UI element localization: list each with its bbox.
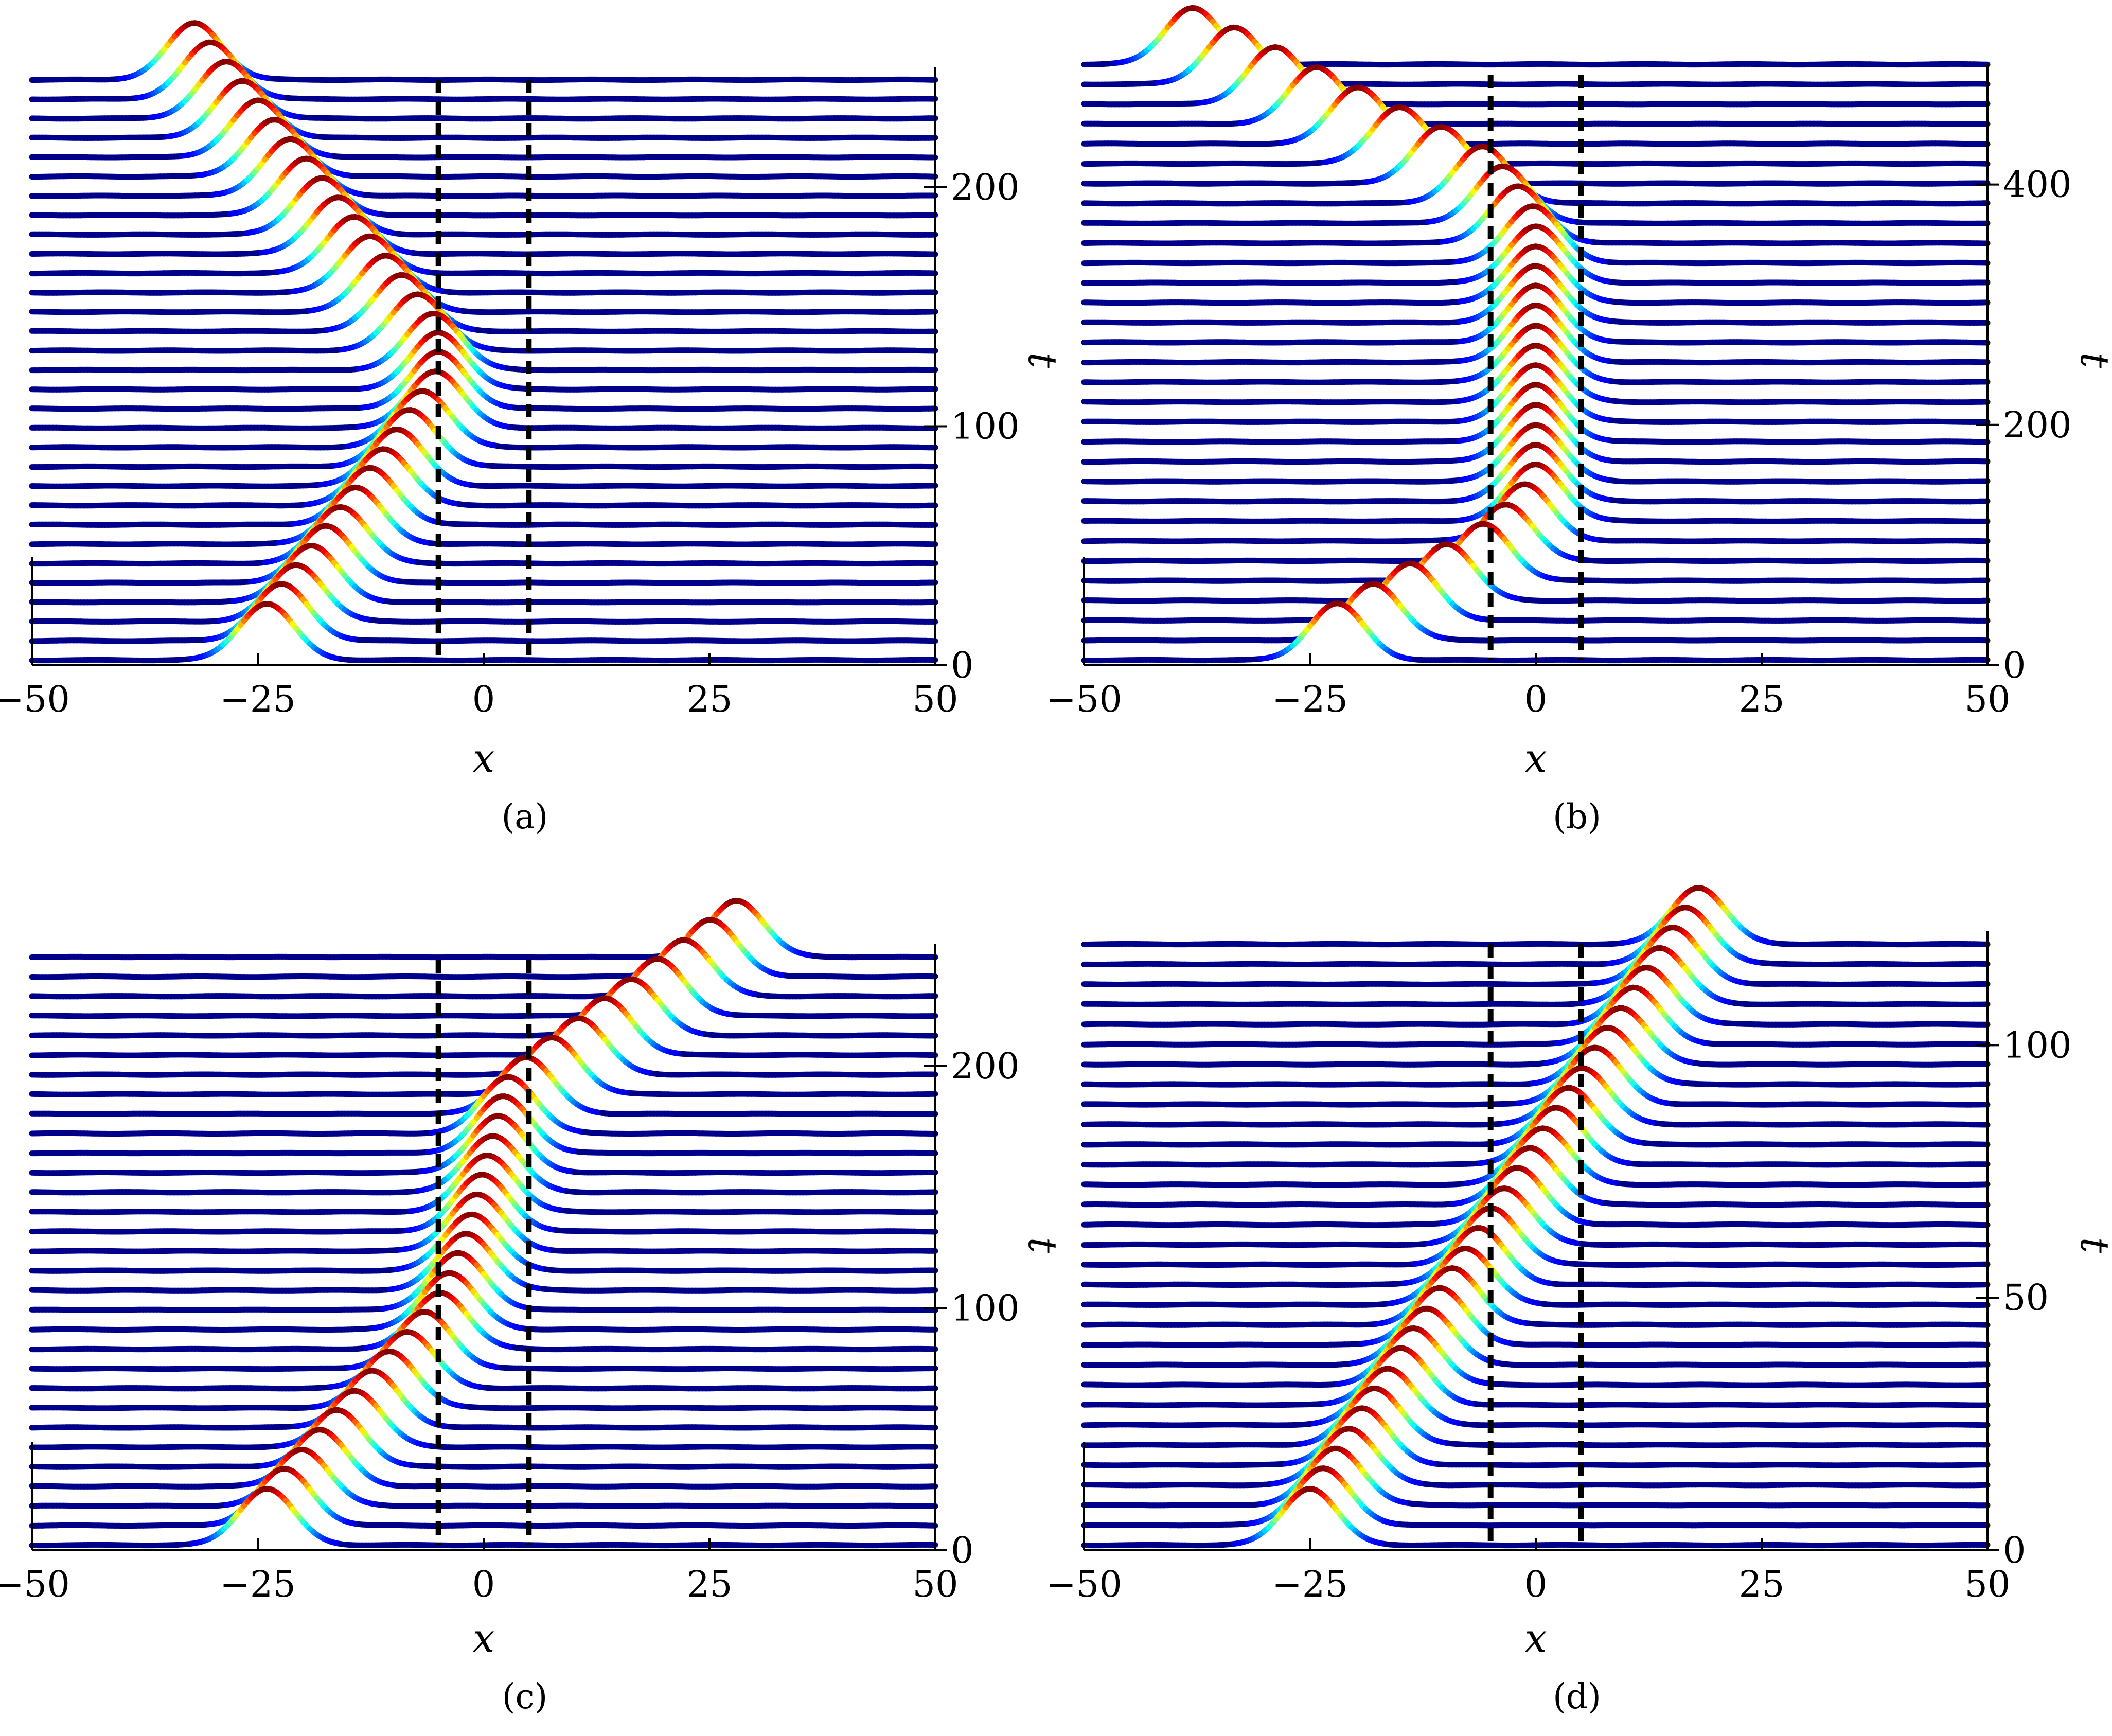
panel-a-trace-mask (32, 256, 935, 315)
panel-a-trace (32, 314, 935, 373)
panel-a-trace-mask (32, 314, 935, 373)
panel-a-trace (32, 23, 935, 83)
panel-a-trace (32, 120, 935, 180)
panel-a-traces (32, 23, 935, 663)
panel-a-trace-mask (32, 23, 935, 83)
panel-a-trace (32, 275, 935, 334)
panel-a-trace (32, 256, 935, 315)
panel-a-trace-mask (32, 120, 935, 180)
panel-a-trace-mask (32, 100, 935, 161)
panel-a-trace-mask (32, 236, 935, 295)
panel-a-trace (32, 158, 935, 218)
panel-a-trace (32, 178, 935, 238)
panel-a-trace (32, 294, 935, 354)
panel-a-trace (32, 139, 935, 199)
panel-a-trace-mask (32, 217, 935, 277)
panel-a-trace-mask (32, 275, 935, 334)
panel-a-trace (32, 100, 935, 161)
panel-a-trace (32, 198, 935, 257)
panel-a-trace-mask (32, 158, 935, 218)
panel-a-trace (32, 217, 935, 277)
panel-a-trace-mask (32, 139, 935, 199)
panel-a-trace-mask (32, 198, 935, 257)
panel-a-trace (32, 236, 935, 295)
panel-a-trace-mask (32, 178, 935, 238)
